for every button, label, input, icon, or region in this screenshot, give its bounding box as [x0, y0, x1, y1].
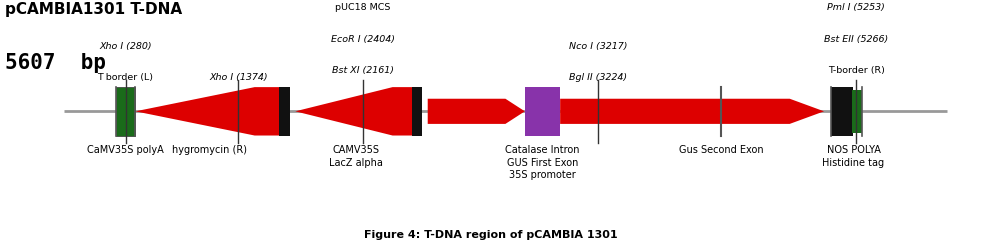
Text: pUC18 MCS: pUC18 MCS [336, 3, 390, 12]
Text: pCAMBIA1301 T-DNA: pCAMBIA1301 T-DNA [5, 2, 182, 17]
Bar [116, 87, 135, 136]
Text: Bgl II (3224): Bgl II (3224) [569, 73, 628, 82]
Text: 5607  bp: 5607 bp [5, 53, 106, 73]
Text: Catalase Intron
GUS First Exon
35S promoter: Catalase Intron GUS First Exon 35S promo… [505, 145, 580, 180]
Text: Xho I (1374): Xho I (1374) [209, 73, 268, 82]
Text: Nco I (3217): Nco I (3217) [569, 42, 628, 51]
Text: Pml I (5253): Pml I (5253) [828, 3, 885, 12]
Polygon shape [428, 99, 525, 124]
Text: Gus Second Exon: Gus Second Exon [679, 145, 763, 155]
Text: T border (L): T border (L) [97, 73, 154, 82]
Bar [852, 90, 862, 133]
Polygon shape [135, 87, 284, 136]
Text: T-border (R): T-border (R) [828, 66, 885, 75]
Text: NOS POLYA
Histidine tag: NOS POLYA Histidine tag [822, 145, 885, 168]
Bar [280, 87, 290, 136]
Polygon shape [295, 87, 417, 136]
Bar [831, 87, 853, 136]
Bar [412, 87, 422, 136]
Polygon shape [560, 99, 824, 124]
Text: Bst EII (5266): Bst EII (5266) [824, 35, 889, 44]
Text: CAMV35S
LacZ alpha: CAMV35S LacZ alpha [330, 145, 383, 168]
Text: CaMV35S polyA: CaMV35S polyA [87, 145, 164, 155]
Text: Xho I (280): Xho I (280) [99, 42, 152, 51]
Text: EcoR I (2404): EcoR I (2404) [331, 35, 395, 44]
Text: Figure 4: T-DNA region of pCAMBIA 1301: Figure 4: T-DNA region of pCAMBIA 1301 [364, 230, 617, 240]
Bar [525, 87, 560, 136]
Text: hygromycin (R): hygromycin (R) [173, 145, 247, 155]
Text: Bst XI (2161): Bst XI (2161) [332, 66, 394, 75]
